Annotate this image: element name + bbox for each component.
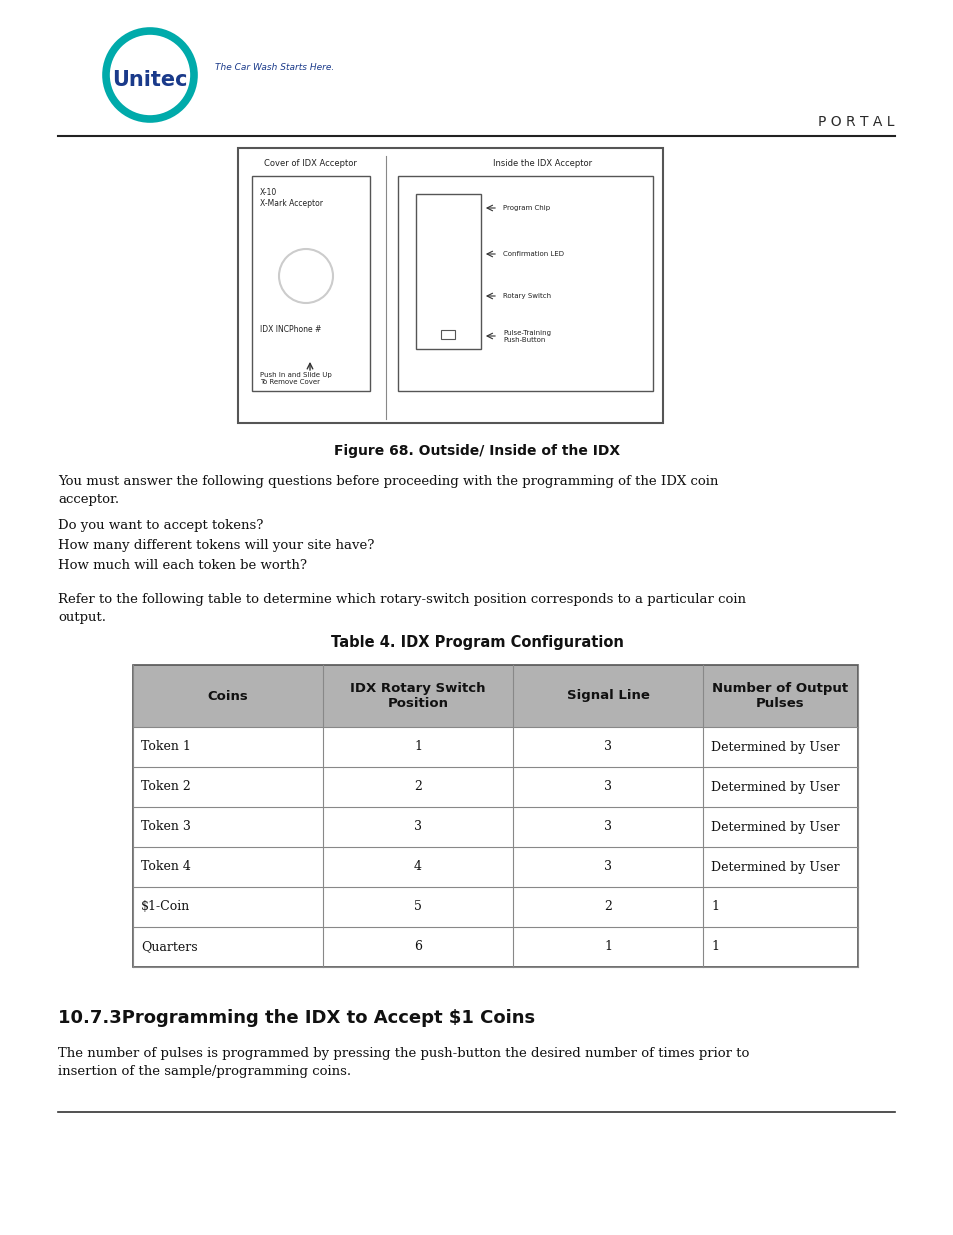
Bar (132, 664, 857, 727)
Text: 1: 1 (414, 741, 421, 753)
Text: How much will each token be worth?: How much will each token be worth? (58, 559, 307, 572)
Text: Determined by User: Determined by User (710, 781, 839, 794)
Text: 3: 3 (603, 820, 612, 834)
Text: Do you want to accept tokens?: Do you want to accept tokens? (58, 519, 263, 532)
Text: 1: 1 (710, 900, 719, 914)
Text: IDX Rotary Switch
Position: IDX Rotary Switch Position (350, 682, 485, 710)
Circle shape (443, 249, 452, 258)
Text: You must answer the following questions before proceeding with the programming o: You must answer the following questions … (58, 475, 718, 488)
Text: How many different tokens will your site have?: How many different tokens will your site… (58, 538, 374, 552)
Text: Token 3: Token 3 (141, 820, 191, 834)
Text: 5: 5 (414, 900, 421, 914)
Bar (252, 177, 370, 391)
Text: The Car Wash Starts Here.: The Car Wash Starts Here. (214, 63, 334, 73)
Text: Determined by User: Determined by User (710, 820, 839, 834)
Text: 3: 3 (603, 741, 612, 753)
Text: Unitec: Unitec (112, 70, 188, 90)
Text: Program Chip: Program Chip (502, 205, 550, 211)
Bar (397, 177, 652, 391)
Text: acceptor.: acceptor. (58, 493, 119, 506)
Text: 1: 1 (603, 941, 612, 953)
Text: 2: 2 (603, 900, 611, 914)
Text: Inside the IDX Acceptor: Inside the IDX Acceptor (493, 159, 592, 168)
Text: Token 4: Token 4 (141, 861, 191, 873)
Text: Confirmation LED: Confirmation LED (502, 251, 563, 257)
Text: Determined by User: Determined by User (710, 861, 839, 873)
Bar (440, 330, 455, 338)
Text: Rotary Switch: Rotary Switch (502, 293, 551, 299)
Text: The number of pulses is programmed by pressing the push-button the desired numbe: The number of pulses is programmed by pr… (58, 1047, 749, 1060)
Text: Token 1: Token 1 (141, 741, 191, 753)
Text: output.: output. (58, 611, 106, 624)
Text: 3: 3 (603, 861, 612, 873)
Text: X-10
X-Mark Acceptor: X-10 X-Mark Acceptor (260, 188, 323, 207)
Text: 2: 2 (414, 781, 421, 794)
Text: Refer to the following table to determine which rotary-switch position correspon: Refer to the following table to determin… (58, 593, 745, 606)
Text: 4: 4 (414, 861, 421, 873)
Text: 3: 3 (414, 820, 421, 834)
Text: Determined by User: Determined by User (710, 741, 839, 753)
Text: Token 2: Token 2 (141, 781, 191, 794)
Text: Quarters: Quarters (141, 941, 197, 953)
Text: Coins: Coins (208, 689, 248, 703)
Text: 6: 6 (414, 941, 421, 953)
Text: $1-Coin: $1-Coin (141, 900, 190, 914)
Bar (237, 148, 662, 424)
Text: P O R T A L: P O R T A L (818, 115, 894, 128)
Text: IDX INCPhone #: IDX INCPhone # (260, 325, 321, 333)
Text: 3: 3 (603, 781, 612, 794)
Text: insertion of the sample/programming coins.: insertion of the sample/programming coin… (58, 1065, 351, 1078)
Text: Pulse-Training
Push-Button: Pulse-Training Push-Button (502, 330, 551, 342)
Text: 1: 1 (710, 941, 719, 953)
Bar (416, 194, 480, 350)
Text: Table 4. IDX Program Configuration: Table 4. IDX Program Configuration (331, 636, 622, 651)
Text: Figure 68. Outside/ Inside of the IDX: Figure 68. Outside/ Inside of the IDX (334, 445, 619, 458)
Text: Cover of IDX Acceptor: Cover of IDX Acceptor (263, 159, 356, 168)
Bar (132, 664, 857, 967)
Text: Push In and Slide Up
To Remove Cover: Push In and Slide Up To Remove Cover (260, 373, 332, 385)
Text: 10.7.3Programming the IDX to Accept $1 Coins: 10.7.3Programming the IDX to Accept $1 C… (58, 1009, 535, 1028)
Text: Number of Output
Pulses: Number of Output Pulses (712, 682, 847, 710)
Text: Signal Line: Signal Line (566, 689, 649, 703)
